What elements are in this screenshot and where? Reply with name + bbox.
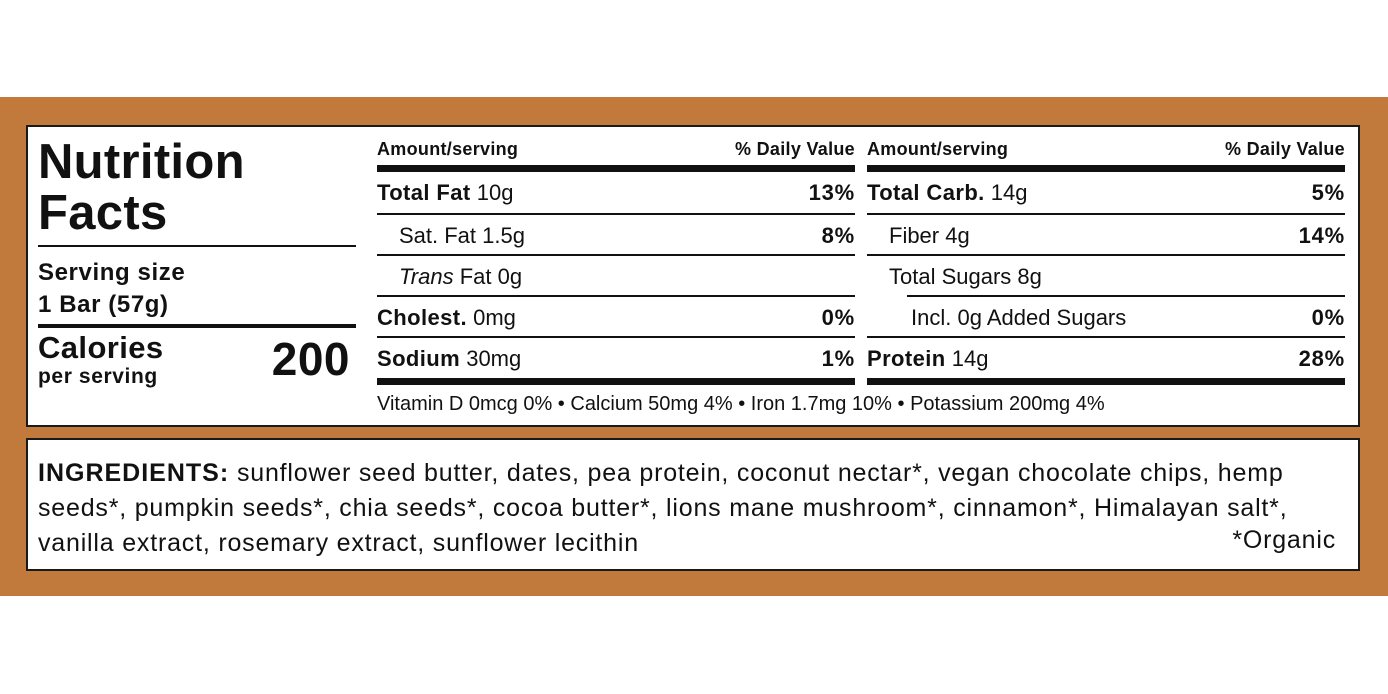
nutrient-name: Trans	[399, 264, 454, 289]
nutrient-column-left: Amount/serving % Daily Value Total Fat 1…	[377, 127, 855, 427]
header-rule	[867, 165, 1345, 172]
nutrient-row-total-fat: Total Fat 10g 13%	[377, 172, 855, 212]
nutrient-dv: 13%	[808, 180, 855, 205]
daily-value-header: % Daily Value	[735, 139, 855, 159]
ingredients-panel: INGREDIENTS: sunflower seed butter, date…	[26, 438, 1360, 571]
calories-label: Calories	[38, 330, 164, 365]
row-rule	[907, 295, 1345, 297]
serving-size-value: 1 Bar (57g)	[38, 291, 169, 318]
nutrient-amount: 0mg	[473, 305, 516, 330]
nutrient-row-cholesterol: Cholest. 0mg 0%	[377, 297, 855, 337]
nutrient-row-added-sugars: Incl. 0g Added Sugars 0%	[867, 297, 1345, 337]
vitamins-line: Vitamin D 0mcg 0% • Calcium 50mg 4% • Ir…	[377, 393, 1105, 415]
bottom-rule	[377, 378, 855, 385]
nutrient-name: Sodium	[377, 346, 461, 371]
nutrient-amount: 1.5g	[482, 223, 525, 248]
nutrient-amount: 30mg	[466, 346, 522, 371]
nutrient-amount: 14g	[951, 346, 989, 371]
nutrient-amount: 4g	[945, 223, 970, 248]
nutrient-dv: 0%	[821, 305, 855, 330]
calories-sublabel: per serving	[38, 365, 158, 388]
title-line-1: Nutrition	[38, 135, 245, 189]
nutrient-dv: 8%	[821, 223, 855, 248]
calories-value: 200	[271, 333, 350, 385]
nutrient-column-right: Amount/serving % Daily Value Total Carb.…	[867, 127, 1345, 427]
nutrient-dv: 28%	[1298, 346, 1345, 371]
nutrient-amount: Fat 0g	[459, 264, 523, 289]
ingredients-heading: INGREDIENTS:	[38, 459, 230, 487]
nutrient-dv: 0%	[1311, 305, 1345, 330]
nutrient-dv: 5%	[1311, 180, 1345, 205]
nutrition-facts-title: Nutrition Facts	[38, 137, 358, 239]
nutrient-amount: 10g	[476, 180, 514, 205]
serving-rule	[38, 324, 356, 328]
row-rule	[377, 336, 855, 338]
serving-size-label: Serving size	[38, 259, 186, 286]
nutrient-name: Total Carb.	[867, 180, 985, 205]
nutrient-amount: 14g	[990, 180, 1028, 205]
amount-header: Amount/serving	[377, 139, 519, 159]
nutrient-name: Protein	[867, 346, 946, 371]
ingredients-text: INGREDIENTS: sunflower seed butter, date…	[38, 456, 1338, 561]
row-rule	[867, 254, 1345, 256]
organic-footnote: *Organic	[1232, 526, 1336, 554]
nutrient-name: Total Sugars	[889, 264, 1012, 289]
nutrient-name: Total Fat	[377, 180, 471, 205]
nutrient-name: Sat. Fat	[399, 223, 477, 248]
nutrient-name: Fiber	[889, 223, 940, 248]
nutrient-row-sat-fat: Sat. Fat 1.5g 8%	[377, 215, 855, 255]
nutrient-name: Incl. 0g Added Sugars	[911, 305, 1127, 330]
nutrient-row-protein: Protein 14g 28%	[867, 338, 1345, 378]
amount-header: Amount/serving	[867, 139, 1009, 159]
header-rule	[377, 165, 855, 172]
ingredients-list: sunflower seed butter, dates, pea protei…	[38, 459, 1288, 557]
nutrient-name: Cholest.	[377, 305, 467, 330]
nutrient-row-sodium: Sodium 30mg 1%	[377, 338, 855, 378]
nutrient-amount: 8g	[1017, 264, 1042, 289]
title-rule	[38, 245, 356, 247]
nutrient-row-trans-fat: Trans Fat 0g	[377, 256, 855, 296]
daily-value-header: % Daily Value	[1225, 139, 1345, 159]
row-rule	[377, 295, 855, 297]
row-rule	[867, 213, 1345, 215]
title-line-2: Facts	[38, 186, 168, 240]
nutrition-facts-panel: Nutrition Facts Serving size 1 Bar (57g)…	[26, 125, 1360, 427]
row-rule	[377, 254, 855, 256]
nutrient-row-total-carb: Total Carb. 14g 5%	[867, 172, 1345, 212]
nutrient-row-fiber: Fiber 4g 14%	[867, 215, 1345, 255]
row-rule	[867, 336, 1345, 338]
nutrient-dv: 1%	[821, 346, 855, 371]
nutrient-row-total-sugars: Total Sugars 8g	[867, 256, 1345, 296]
row-rule	[377, 213, 855, 215]
bottom-rule	[867, 378, 1345, 385]
nutrient-dv: 14%	[1298, 223, 1345, 248]
